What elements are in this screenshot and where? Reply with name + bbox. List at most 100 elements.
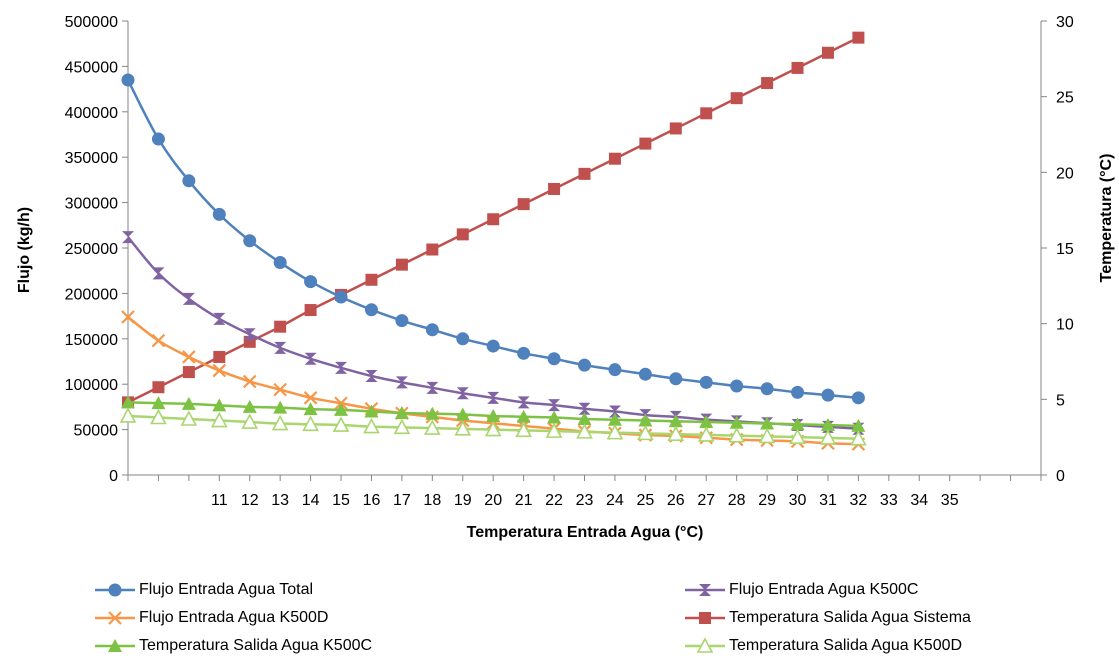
data-point-marker: [365, 370, 378, 383]
data-point-marker: [668, 414, 683, 428]
axes: 0 50000 100000 150000 200000 250000 300000 3500…: [65, 14, 1074, 509]
data-point-marker: [274, 341, 287, 354]
series-layer: [119, 31, 867, 451]
data-point-marker: [669, 122, 682, 135]
data-point-marker: [332, 416, 350, 432]
y-tick-label: 100000: [65, 377, 118, 394]
y-tick-label: 450000: [65, 59, 118, 76]
data-point-marker: [517, 346, 531, 360]
x-tick-label: 15: [332, 492, 350, 509]
x-tick-label: 16: [363, 492, 381, 509]
data-point-marker: [243, 234, 257, 248]
data-point-marker: [395, 376, 408, 389]
data-point-marker: [699, 375, 713, 389]
data-point-marker: [303, 402, 318, 416]
data-point-marker: [486, 339, 500, 353]
data-point-marker: [335, 361, 348, 374]
data-point-marker: [119, 407, 137, 423]
legend-item: Flujo Entrada Agua Total: [95, 578, 685, 602]
x-tick-label: 30: [789, 492, 807, 509]
data-point-marker: [669, 372, 683, 386]
data-point-marker: [425, 406, 440, 420]
data-point-marker: [152, 267, 165, 280]
legend-label: Flujo Entrada Agua K500D: [139, 609, 329, 626]
x-tick-label: 31: [819, 492, 837, 509]
legend-label: Temperatura Salida Agua K500D: [729, 637, 963, 654]
data-point-marker: [607, 412, 622, 426]
y2-tick-label: 0: [1056, 468, 1065, 485]
data-point-marker: [394, 405, 409, 419]
data-point-marker: [182, 366, 195, 379]
x-tick-label: 18: [423, 492, 441, 509]
data-point-marker: [791, 385, 805, 399]
data-point-marker: [273, 256, 287, 270]
data-point-marker: [334, 402, 349, 416]
x-tick-label: 33: [880, 492, 898, 509]
data-point-marker: [608, 152, 621, 165]
data-point-marker: [423, 419, 441, 435]
data-point-marker: [851, 418, 866, 432]
data-point-marker: [108, 583, 122, 597]
data-point-marker: [271, 414, 289, 431]
data-point-marker: [761, 77, 774, 90]
x-axis-title: Temperatura Entrada Agua (°C): [467, 524, 704, 541]
data-point-marker: [456, 332, 470, 346]
data-point-marker: [393, 418, 411, 435]
y-axis-title: Flujo (kg/h): [16, 207, 33, 293]
data-point-marker: [547, 352, 561, 366]
data-point-marker: [121, 395, 135, 409]
x-tick-label: 35: [941, 492, 959, 509]
x-tick-label: 14: [302, 492, 320, 509]
data-point-marker: [273, 400, 288, 414]
data-point-marker: [180, 410, 198, 426]
data-point-marker: [578, 402, 591, 415]
data-point-marker: [212, 207, 226, 221]
legend-item: Temperatura Salida Agua K500D: [685, 634, 1055, 658]
data-point-marker: [150, 408, 167, 425]
data-point-marker: [606, 423, 624, 440]
data-point-marker: [122, 231, 134, 244]
data-point-marker: [303, 391, 318, 405]
legend-label: Flujo Entrada Agua Total: [139, 581, 314, 598]
data-point-marker: [213, 350, 226, 363]
x-tick-label: 20: [484, 492, 502, 509]
legend-item: Flujo Entrada Agua K500C: [685, 578, 1055, 602]
legend-swatch: [685, 612, 725, 624]
data-point-marker: [516, 409, 531, 423]
data-point-marker: [515, 421, 532, 438]
data-point-marker: [697, 426, 715, 442]
y-tick-label: 0: [109, 468, 118, 485]
y-tick-label: 150000: [65, 332, 118, 349]
data-point-marker: [820, 418, 835, 432]
data-point-marker: [517, 198, 530, 211]
data-point-marker: [426, 381, 439, 394]
data-point-marker: [545, 422, 563, 438]
data-point-marker: [608, 363, 622, 377]
x-tick-label: 34: [910, 492, 928, 509]
x-tick-label: 17: [393, 492, 411, 509]
data-point-marker: [182, 292, 195, 305]
data-point-marker: [638, 413, 653, 427]
data-point-marker: [304, 304, 317, 317]
data-point-marker: [760, 416, 775, 430]
data-point-marker: [181, 396, 196, 410]
data-point-marker: [108, 639, 122, 652]
data-point-marker: [487, 391, 500, 404]
legend-swatch: [685, 637, 725, 653]
y-tick-label: 400000: [65, 105, 118, 122]
data-point-marker: [242, 399, 257, 413]
legend-swatch: [685, 584, 725, 596]
y-tick-label: 300000: [65, 196, 118, 213]
data-point-marker: [274, 320, 287, 333]
data-point-marker: [364, 404, 379, 418]
y2-tick-label: 5: [1056, 392, 1065, 409]
data-point-marker: [151, 333, 166, 348]
data-point-marker: [547, 410, 562, 424]
data-point-marker: [578, 358, 591, 372]
legend-swatch: [95, 639, 135, 652]
data-point-marker: [486, 408, 501, 422]
series-0: [121, 73, 865, 405]
data-point-marker: [548, 182, 561, 195]
data-point-marker: [395, 314, 409, 328]
data-point-marker: [487, 213, 500, 226]
